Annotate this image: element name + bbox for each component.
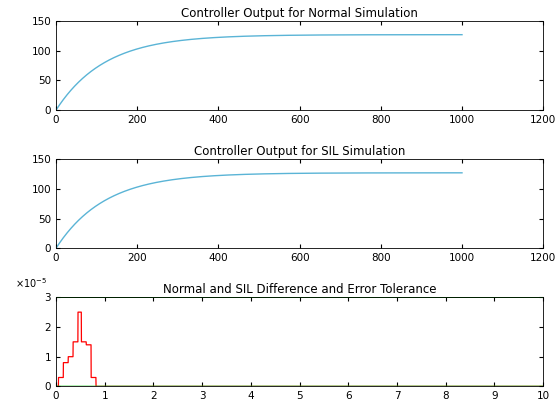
Title: Normal and SIL Difference and Error Tolerance: Normal and SIL Difference and Error Tole… — [163, 283, 436, 296]
Text: $\times10^{-5}$: $\times10^{-5}$ — [15, 276, 46, 290]
Title: Controller Output for Normal Simulation: Controller Output for Normal Simulation — [181, 7, 418, 20]
Title: Controller Output for SIL Simulation: Controller Output for SIL Simulation — [194, 145, 405, 158]
